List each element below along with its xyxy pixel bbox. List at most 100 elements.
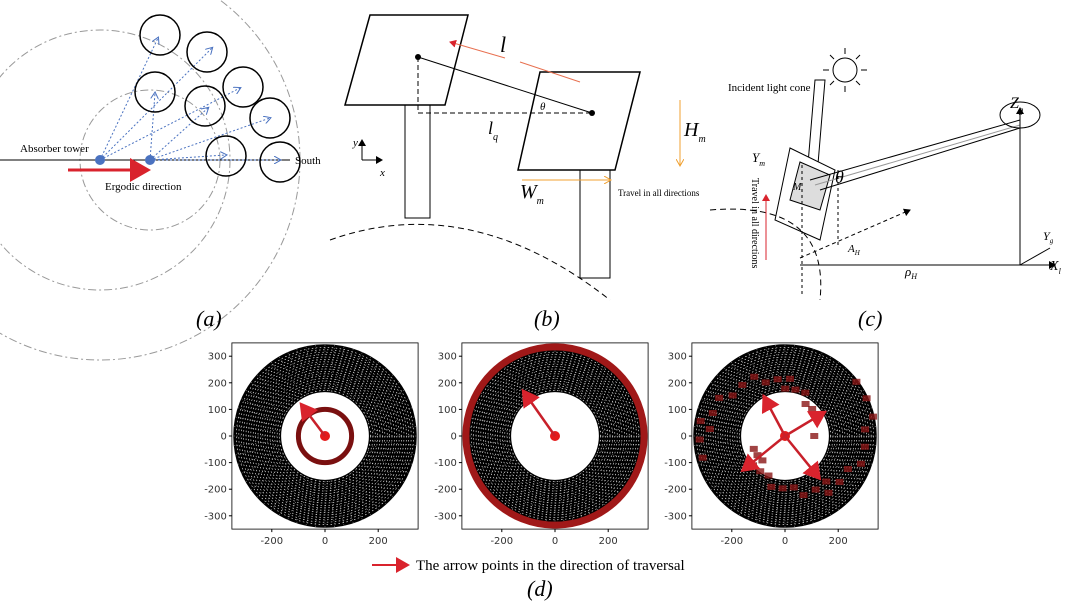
label: ρH bbox=[904, 264, 918, 281]
highlight bbox=[779, 485, 787, 491]
highlight bbox=[767, 484, 775, 490]
highlight bbox=[762, 379, 770, 385]
caption: (b) bbox=[534, 306, 560, 331]
highlight bbox=[764, 473, 772, 479]
x-tick-label: 0 bbox=[552, 536, 558, 547]
x-tick-label: 0 bbox=[322, 536, 328, 547]
highlight bbox=[822, 479, 830, 485]
label: Absorber tower bbox=[20, 143, 89, 155]
y-tick-label: -100 bbox=[434, 458, 457, 469]
y-tick-label: 0 bbox=[221, 432, 227, 443]
highlight bbox=[825, 490, 833, 496]
highlight bbox=[861, 444, 869, 450]
figure: Absorber tower Ergodic direction South (… bbox=[0, 0, 1068, 602]
highlight bbox=[857, 461, 865, 467]
caption: (a) bbox=[196, 306, 222, 331]
legend: The arrow points in the direction of tra… bbox=[416, 558, 685, 574]
x-tick-label: 200 bbox=[829, 536, 848, 547]
label: Travel in all directions bbox=[749, 178, 760, 269]
label: M bbox=[792, 182, 802, 193]
label: Hm bbox=[683, 119, 706, 145]
x-tick-label: 0 bbox=[782, 536, 788, 547]
label: Ergodic direction bbox=[105, 181, 182, 193]
y-tick-label: -300 bbox=[204, 511, 227, 522]
highlight bbox=[810, 433, 818, 439]
y-tick-label: 100 bbox=[208, 405, 227, 416]
highlight bbox=[812, 487, 820, 493]
label: Ym bbox=[752, 150, 765, 168]
highlight bbox=[852, 379, 860, 385]
label: Yg bbox=[1043, 229, 1054, 245]
highlight bbox=[756, 468, 764, 474]
y-tick-label: 200 bbox=[668, 378, 687, 389]
x-tick-label: 200 bbox=[599, 536, 618, 547]
y-tick-label: 300 bbox=[438, 352, 457, 363]
label: θ bbox=[835, 167, 844, 187]
y-tick-label: 0 bbox=[451, 432, 457, 443]
highlight bbox=[863, 395, 871, 401]
y-tick-label: -100 bbox=[664, 458, 687, 469]
label: Xl bbox=[1049, 259, 1062, 276]
highlight bbox=[758, 457, 766, 463]
highlight bbox=[801, 390, 809, 396]
y-tick-label: 200 bbox=[208, 378, 227, 389]
x-tick-label: -200 bbox=[260, 536, 283, 547]
label: x bbox=[379, 167, 385, 179]
highlight bbox=[786, 376, 794, 382]
panel-d: The arrow points in the direction of tra… bbox=[204, 343, 878, 601]
highlight bbox=[699, 455, 707, 461]
label: Incident light cone bbox=[728, 82, 811, 94]
highlight bbox=[738, 382, 746, 388]
highlight bbox=[696, 437, 704, 443]
highlight bbox=[706, 426, 714, 432]
panel-a: Absorber tower Ergodic direction South (… bbox=[0, 0, 321, 360]
highlight bbox=[800, 492, 808, 498]
highlight bbox=[697, 418, 705, 424]
label: Wm bbox=[520, 181, 544, 207]
plot: 300 200 100 0 -100 -200 -300 -200 0 200 bbox=[434, 343, 648, 547]
y-tick-label: 200 bbox=[438, 378, 457, 389]
caption: (d) bbox=[527, 576, 553, 601]
y-tick-label: -300 bbox=[434, 511, 457, 522]
y-tick-label: 300 bbox=[668, 352, 687, 363]
y-tick-label: 100 bbox=[668, 405, 687, 416]
page: { "panel_a": { "labels": {"absorber_towe… bbox=[0, 0, 1068, 602]
highlight bbox=[790, 484, 798, 490]
panel-c: Incident light cone Zg Ym M θ Travel in … bbox=[710, 48, 1062, 331]
x-tick-label: -200 bbox=[720, 536, 743, 547]
highlight bbox=[861, 426, 869, 432]
y-tick-label: -300 bbox=[664, 511, 687, 522]
label: South bbox=[295, 155, 321, 167]
highlight bbox=[715, 395, 723, 401]
y-tick-label: 300 bbox=[208, 352, 227, 363]
highlight bbox=[729, 392, 737, 398]
y-tick-label: -200 bbox=[434, 485, 457, 496]
caption: (c) bbox=[858, 306, 882, 331]
highlight bbox=[802, 401, 810, 407]
label: Travel in all directions bbox=[618, 188, 700, 198]
highlight bbox=[750, 374, 758, 380]
label: l bbox=[500, 32, 506, 57]
plot: 3002001000-100-200-300-2000200 bbox=[204, 343, 418, 547]
label: Zg bbox=[1010, 95, 1024, 115]
highlight bbox=[844, 466, 852, 472]
x-tick-label: -200 bbox=[490, 536, 513, 547]
label: y bbox=[352, 137, 358, 149]
y-tick-label: 0 bbox=[681, 432, 687, 443]
highlight bbox=[774, 376, 782, 382]
label: AH bbox=[847, 243, 861, 257]
y-tick-label: -200 bbox=[664, 485, 687, 496]
highlight bbox=[709, 410, 717, 416]
label: lq bbox=[488, 118, 498, 143]
x-tick-label: 200 bbox=[369, 536, 388, 547]
highlight bbox=[781, 386, 789, 392]
highlight bbox=[791, 387, 799, 393]
panel-b: l θ lq Hm Wm y x Travel in all direction… bbox=[330, 15, 706, 331]
y-tick-label: -100 bbox=[204, 458, 227, 469]
y-tick-label: 100 bbox=[438, 405, 457, 416]
plot: 300 200 100 0 -100 -200 -300 -200 0 200 bbox=[664, 343, 878, 547]
highlight bbox=[869, 414, 877, 420]
highlight bbox=[750, 446, 758, 452]
label: θ bbox=[540, 101, 546, 113]
highlight bbox=[836, 479, 844, 485]
